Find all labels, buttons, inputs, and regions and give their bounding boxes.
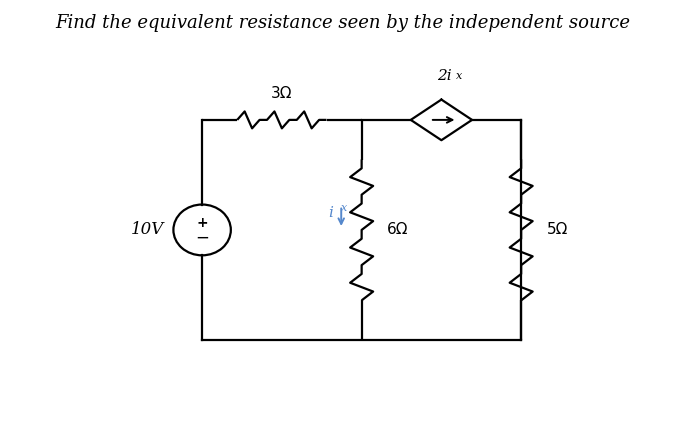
Text: Find the equivalent resistance seen by the independent source: Find the equivalent resistance seen by t… [55, 14, 630, 32]
Text: 5Ω: 5Ω [547, 222, 568, 237]
Text: x: x [341, 203, 347, 213]
Text: 10V: 10V [132, 222, 164, 239]
Text: i: i [328, 206, 333, 220]
Text: +: + [197, 216, 208, 230]
Text: 6Ω: 6Ω [387, 222, 409, 237]
Text: 2i: 2i [437, 69, 452, 83]
Text: x: x [456, 72, 462, 81]
Text: −: − [195, 228, 209, 247]
Text: 3Ω: 3Ω [271, 86, 292, 101]
